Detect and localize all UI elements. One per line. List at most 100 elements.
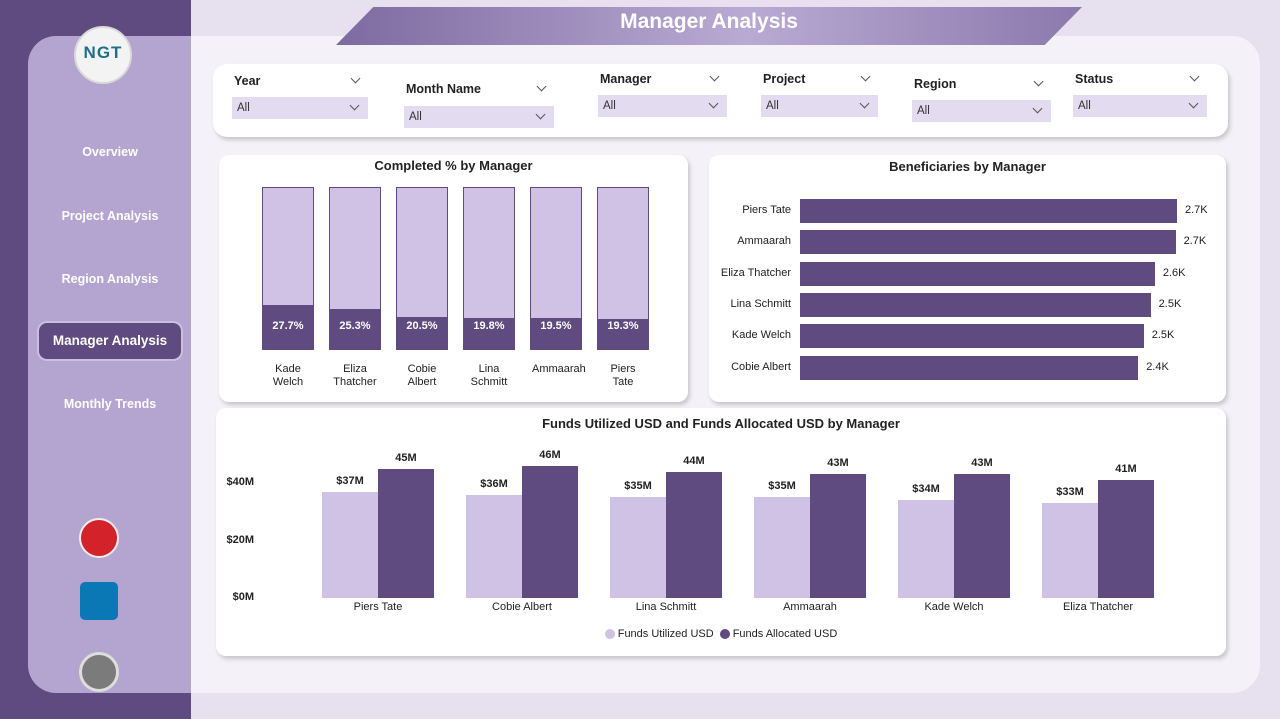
legend-label: Funds Allocated USD xyxy=(732,628,838,640)
bar xyxy=(597,318,649,350)
slicer-dropdown[interactable]: All xyxy=(598,95,727,117)
data-label: 2.6K xyxy=(1162,266,1186,279)
x-tick-label: Lina Schmitt xyxy=(635,601,697,613)
nav-item[interactable]: Overview xyxy=(82,145,138,159)
bar xyxy=(530,318,582,350)
slicer-chevron xyxy=(709,71,720,82)
slicer-dropdown[interactable]: All xyxy=(1073,95,1207,117)
dropdown-chevron xyxy=(1188,98,1199,109)
web-icon[interactable] xyxy=(79,652,119,692)
x-tick-label: Cobie Albert xyxy=(492,601,552,613)
bar xyxy=(522,465,578,598)
y-tick-label: $0M xyxy=(232,591,254,603)
bar xyxy=(810,474,866,598)
bar xyxy=(466,494,522,598)
legend-swatch xyxy=(719,629,730,639)
data-label: 46M xyxy=(539,448,561,461)
bar xyxy=(666,471,722,598)
legend-swatch xyxy=(604,629,615,639)
bar xyxy=(378,468,434,598)
chart-card: Beneficiaries by Manager Piers Tate 2.7K Am… xyxy=(709,155,1226,402)
bar xyxy=(800,292,1151,317)
dropdown-chevron xyxy=(708,98,719,109)
x-tick-label: Ammaarah xyxy=(532,363,586,375)
data-label: 44M xyxy=(683,454,705,467)
slicer-chevron xyxy=(860,71,871,82)
data-label: 43M xyxy=(971,457,993,470)
y-tick-label: Cobie Albert xyxy=(731,360,791,373)
x-tick-label: Kade Welch xyxy=(924,601,984,613)
nav-item[interactable]: Manager Analysis xyxy=(39,323,181,359)
data-label: 2.4K xyxy=(1146,360,1169,373)
dropdown-chevron xyxy=(349,100,360,111)
chart-card: Completed % by Manager 27.7% Kade Welch 25.… xyxy=(219,155,688,402)
dropdown-chevron xyxy=(1032,103,1043,114)
slicer-chevron xyxy=(536,81,547,92)
bar xyxy=(800,355,1139,380)
data-label: $35M xyxy=(768,480,796,493)
filter-bar: Year All Month Name All Manager All Project All… xyxy=(213,64,1228,137)
bar xyxy=(954,474,1010,598)
data-label: 43M xyxy=(827,457,849,470)
data-label: 2.7K xyxy=(1185,204,1208,216)
slicer-label: Manager xyxy=(600,72,652,86)
slicer-dropdown[interactable]: All xyxy=(761,95,878,117)
legend: Funds Utilized USD Funds Allocated USD xyxy=(216,628,1226,640)
bar xyxy=(262,304,314,350)
nav-item[interactable]: Monthly Trends xyxy=(63,397,157,411)
x-tick-label: Piers Tate xyxy=(610,363,636,388)
data-label: 20.5% xyxy=(406,320,438,332)
data-label: 2.5K xyxy=(1151,329,1175,342)
chart-title: Funds Utilized USD and Funds Allocated U… xyxy=(542,416,900,431)
slicer-value: All xyxy=(917,105,930,117)
bar xyxy=(610,497,666,598)
slicer-label: Region xyxy=(914,77,957,91)
nav-item[interactable]: Project Analysis xyxy=(61,209,159,223)
x-tick-label: Eliza Thatcher xyxy=(333,363,377,388)
slicer-value: All xyxy=(409,111,422,123)
title-banner xyxy=(336,7,1082,45)
x-tick-label: Ammaarah xyxy=(783,601,837,613)
data-label: 27.7% xyxy=(272,320,304,332)
data-label: $33M xyxy=(1056,486,1084,499)
legend-item[interactable]: Funds Allocated USD xyxy=(719,628,838,640)
x-tick-label: Eliza Thatcher xyxy=(1062,601,1134,613)
data-label: 45M xyxy=(395,451,417,464)
logo[interactable]: NGT xyxy=(74,26,132,84)
y-tick-label: $40M xyxy=(226,476,254,488)
legend-label: Funds Utilized USD xyxy=(617,628,714,640)
slicer-dropdown[interactable]: All xyxy=(912,100,1051,122)
bar xyxy=(329,308,381,350)
slicer-value: All xyxy=(603,100,616,112)
linkedin-icon[interactable] xyxy=(80,582,118,620)
bar xyxy=(1042,503,1098,598)
data-label: $34M xyxy=(912,483,940,496)
youtube-icon[interactable] xyxy=(79,518,119,558)
chart-title: Beneficiaries by Manager xyxy=(889,159,1046,174)
slicer-label: Month Name xyxy=(406,82,481,96)
slicer-value: All xyxy=(1078,100,1091,112)
y-tick-label: Eliza Thatcher xyxy=(720,266,791,279)
legend-item[interactable]: Funds Utilized USD xyxy=(604,628,714,640)
dropdown-chevron xyxy=(859,98,870,109)
slicer-label: Project xyxy=(763,72,806,86)
bar xyxy=(800,199,1177,223)
data-label: 41M xyxy=(1115,463,1137,476)
slicer-dropdown[interactable]: All xyxy=(404,106,554,128)
data-label: $35M xyxy=(624,480,652,493)
page-title: Manager Analysis xyxy=(620,10,798,33)
data-label: 19.5% xyxy=(540,320,572,332)
nav-item[interactable]: Region Analysis xyxy=(61,272,159,286)
y-tick-label: Lina Schmitt xyxy=(730,297,791,310)
y-tick-label: Ammaarah xyxy=(737,235,791,248)
x-tick-label: Cobie Albert xyxy=(407,363,437,388)
slicer-label: Year xyxy=(234,74,261,88)
slicer-dropdown[interactable]: All xyxy=(232,97,368,119)
chart-title: Completed % by Manager xyxy=(374,158,533,173)
bar xyxy=(322,491,378,598)
chart-card: Funds Utilized USD and Funds Allocated U… xyxy=(216,408,1226,656)
bar xyxy=(1098,480,1154,598)
data-label: $37M xyxy=(336,474,364,487)
slicer-value: All xyxy=(766,100,779,112)
